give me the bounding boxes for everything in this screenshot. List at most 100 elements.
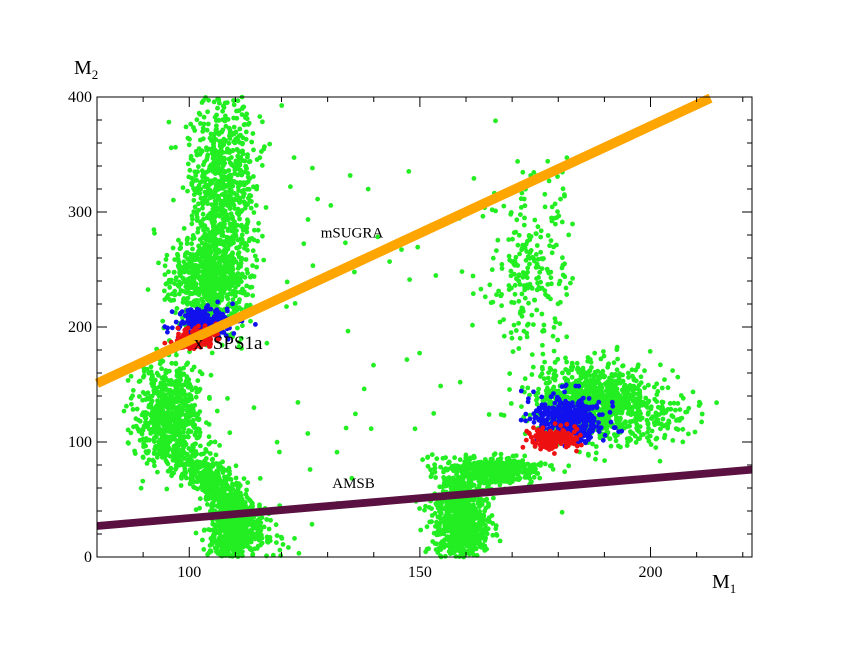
green-point [197,112,203,117]
green-point [121,408,127,414]
green-point [653,445,659,450]
green-point [171,297,177,303]
green-point [252,227,257,233]
green-point [490,456,495,462]
green-point [450,486,455,492]
green-point [145,287,151,292]
green-point [167,297,173,302]
green-point [168,378,174,383]
green-point [194,117,200,123]
green-point [207,135,213,141]
green-point [190,407,196,413]
green-point [200,125,206,131]
green-point [238,224,244,229]
green-point [508,471,514,477]
green-point [176,461,182,466]
green-point [152,230,157,236]
green-point [214,408,220,414]
green-point [184,376,190,381]
green-point [168,466,174,472]
green-point [494,532,499,537]
green-point [151,227,157,233]
green-point [206,422,212,427]
green-point [229,311,234,316]
green-point [185,161,191,167]
green-point [218,274,224,280]
green-point [213,168,219,174]
green-point [196,164,201,170]
green-point [190,216,195,222]
green-point [125,427,131,433]
green-point [128,373,134,379]
green-point [446,549,452,554]
green-point [187,290,193,296]
green-point [500,478,506,483]
green-point [175,253,181,259]
green-point [251,274,257,279]
green-point [213,186,219,191]
green-point [201,479,207,485]
green-point [220,108,226,114]
green-point [646,425,651,431]
green-point [459,470,465,476]
green-point [497,538,503,544]
green-point [195,272,200,277]
green-point [198,195,204,201]
green-point [236,339,242,345]
green-point [198,186,204,192]
green-point [140,478,146,484]
green-point [213,248,219,254]
green-point [226,268,232,274]
green-point [210,221,216,227]
green-point [468,477,473,482]
green-point [141,369,147,374]
green-point [191,197,197,203]
green-point [228,500,234,506]
green-point [209,202,215,208]
green-point [220,482,226,488]
green-point [173,360,179,366]
green-point [195,416,200,421]
green-point [239,241,244,247]
green-point [211,494,216,500]
green-point [438,547,444,552]
green-point [613,434,618,439]
green-point [185,295,191,301]
green-point [574,360,580,366]
green-point [192,204,198,210]
green-point [235,325,240,331]
green-point [204,296,210,302]
green-point [190,262,196,268]
green-point [184,241,190,247]
green-point [204,127,210,133]
green-point [210,261,216,266]
green-point [175,256,181,262]
green-point [530,462,536,468]
green-point [241,476,247,481]
green-point [161,413,167,419]
green-point [156,260,161,266]
green-point [478,496,484,502]
green-point [207,178,213,184]
green-point [167,285,173,290]
green-point [163,423,169,429]
green-point [217,138,223,144]
green-point [200,269,205,274]
green-point [237,483,243,488]
green-point [602,458,607,463]
green-point [183,124,189,130]
green-point [438,531,443,537]
green-point [200,211,206,217]
green-point [238,279,244,284]
green-point [208,372,214,378]
green-point [183,392,188,398]
green-point [483,464,489,470]
green-point [177,429,183,435]
green-point [176,291,182,297]
green-point [186,411,192,417]
green-point [182,434,187,439]
green-point [494,464,500,469]
green-point [210,500,216,506]
green-point [178,440,183,445]
green-point [517,475,523,481]
